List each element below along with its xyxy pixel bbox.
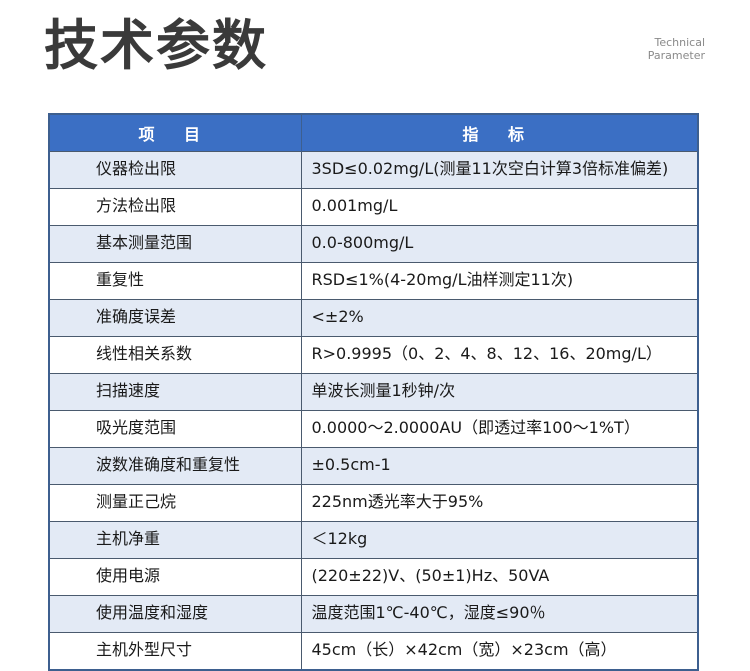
table-row: 主机净重 ＜12kg — [48, 521, 698, 559]
parameter-name: 使用温度和湿度 — [48, 595, 301, 633]
parameter-value: 45cm（长）×42cm（宽）×23cm（高） — [300, 632, 698, 670]
parameter-value: 0.001mg/L — [300, 188, 698, 226]
parameter-name: 线性相关系数 — [48, 336, 301, 374]
subtitle-line: Technical — [654, 36, 705, 49]
cell-text: 使用电源 — [96, 566, 161, 585]
cell-text: 温度范围1℃-40℃，湿度≤90％ — [311, 603, 546, 622]
cell-text: 测量正己烷 — [96, 492, 177, 511]
parameter-value: 3SD≤0.02mg/L(测量11次空白计算3倍标准偏差) — [300, 151, 698, 189]
cell-text: 基本测量范围 — [96, 233, 193, 252]
cell-text: 仪器检出限 — [96, 159, 177, 178]
parameter-value: 温度范围1℃-40℃，湿度≤90％ — [300, 595, 698, 633]
cell-text: (220±22)V、(50±1)Hz、50VA — [311, 566, 550, 585]
parameter-value: <±2% — [300, 299, 698, 337]
parameter-name: 测量正己烷 — [48, 484, 301, 522]
cell-text: 重复性 — [96, 270, 145, 289]
cell-text: 0.0000～2.0000AU（即透过率100～1%T） — [311, 418, 640, 437]
parameter-name: 基本测量范围 — [48, 225, 301, 263]
cell-text: 主机净重 — [96, 529, 161, 548]
parameter-name: 重复性 — [48, 262, 301, 300]
cell-text: 使用温度和湿度 — [96, 603, 209, 622]
table-row: 重复性 RSD≤1%(4-20mg/L油样测定11次) — [48, 262, 698, 300]
parameter-name: 扫描速度 — [48, 373, 301, 411]
parameter-value: ＜12kg — [300, 521, 698, 559]
parameter-name: 吸光度范围 — [48, 410, 301, 448]
parameter-name: 仪器检出限 — [48, 151, 301, 189]
table-row: 扫描速度 单波长测量1秒钟/次 — [48, 373, 698, 411]
cell-text: 0.001mg/L — [311, 196, 398, 215]
cell-text: 线性相关系数 — [96, 344, 193, 363]
header-row: 项 目 指 标 — [48, 114, 698, 152]
column-header: 指 标 — [300, 114, 698, 152]
cell-text: 扫描速度 — [96, 381, 161, 400]
table-row: 仪器检出限 3SD≤0.02mg/L(测量11次空白计算3倍标准偏差) — [48, 151, 698, 189]
cell-text: 单波长测量1秒钟/次 — [311, 381, 456, 400]
table-row: 使用温度和湿度 温度范围1℃-40℃，湿度≤90％ — [48, 595, 698, 633]
cell-text: 波数准确度和重复性 — [96, 455, 241, 474]
parameter-value: 单波长测量1秒钟/次 — [300, 373, 698, 411]
table-row: 吸光度范围 0.0000～2.0000AU（即透过率100～1%T） — [48, 410, 698, 448]
table-row: 基本测量范围 0.0-800mg/L — [48, 225, 698, 263]
parameter-name: 主机外型尺寸 — [48, 632, 301, 670]
parameter-value: 0.0-800mg/L — [300, 225, 698, 263]
cell-text: 3SD≤0.02mg/L(测量11次空白计算3倍标准偏差) — [311, 159, 669, 178]
cell-text: ±0.5cm-1 — [311, 455, 391, 474]
table-row: 波数准确度和重复性 ±0.5cm-1 — [48, 447, 698, 485]
subtitle-line: Parameter — [647, 49, 705, 62]
parameter-value: ±0.5cm-1 — [300, 447, 698, 485]
cell-text: 准确度误差 — [96, 307, 177, 326]
table-row: 使用电源 (220±22)V、(50±1)Hz、50VA — [48, 558, 698, 596]
parameter-name: 使用电源 — [48, 558, 301, 596]
parameter-name: 主机净重 — [48, 521, 301, 559]
table-row: 方法检出限 0.001mg/L — [48, 188, 698, 226]
cell-text: 0.0-800mg/L — [311, 233, 414, 252]
parameter-table: 项 目 指 标 仪器检出限 3SD≤0.02mg/L(测量11次空白计算3倍标准偏… — [48, 113, 699, 671]
parameter-value: R>0.9995（0、2、4、8、12、16、20mg/L） — [300, 336, 698, 374]
table-row: 主机外型尺寸 45cm（长）×42cm（宽）×23cm（高） — [48, 632, 698, 670]
cell-text: 225nm透光率大于95% — [311, 492, 484, 511]
table-row: 线性相关系数 R>0.9995（0、2、4、8、12、16、20mg/L） — [48, 336, 698, 374]
table-row: 准确度误差 <±2% — [48, 299, 698, 337]
subtitle: Technical Parameter — [648, 36, 705, 62]
cell-text: R>0.9995（0、2、4、8、12、16、20mg/L） — [311, 344, 662, 363]
parameter-name: 波数准确度和重复性 — [48, 447, 301, 485]
parameter-value: 225nm透光率大于95% — [300, 484, 698, 522]
parameter-value: (220±22)V、(50±1)Hz、50VA — [300, 558, 698, 596]
parameter-value: RSD≤1%(4-20mg/L油样测定11次) — [300, 262, 698, 300]
cell-text: 主机外型尺寸 — [96, 640, 193, 659]
parameter-name: 准确度误差 — [48, 299, 301, 337]
parameter-name: 方法检出限 — [48, 188, 301, 226]
cell-text: 方法检出限 — [96, 196, 177, 215]
cell-text: 吸光度范围 — [96, 418, 177, 437]
cell-text: ＜12kg — [311, 529, 368, 548]
parameter-value: 0.0000～2.0000AU（即透过率100～1%T） — [300, 410, 698, 448]
table-body: 仪器检出限 3SD≤0.02mg/L(测量11次空白计算3倍标准偏差) 方法检出限 0… — [48, 151, 698, 670]
cell-text: <±2% — [311, 307, 364, 326]
column-header: 项 目 — [48, 114, 301, 152]
page-title: 技术参数 — [44, 14, 268, 77]
cell-text: 45cm（长）×42cm（宽）×23cm（高） — [311, 640, 617, 659]
table-row: 测量正己烷 225nm透光率大于95% — [48, 484, 698, 522]
cell-text: RSD≤1%(4-20mg/L油样测定11次) — [311, 270, 574, 289]
